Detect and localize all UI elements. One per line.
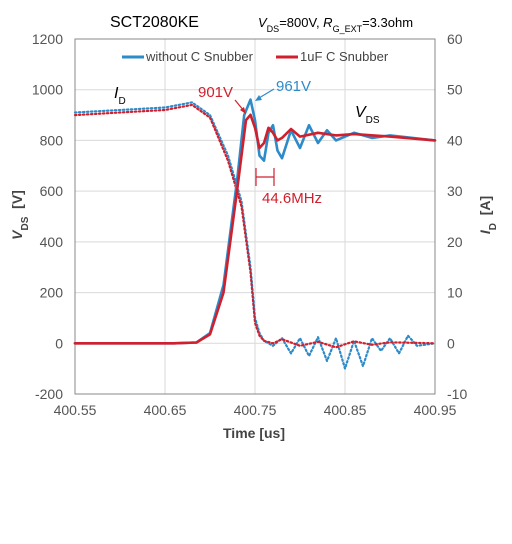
y-right-tick-label: 60 [447, 31, 463, 47]
ann-vds-sym: V [355, 104, 367, 121]
y-left-tick-label: 0 [55, 335, 63, 351]
cond-vds-sym: V [258, 15, 268, 30]
x-tick-labels: 400.55 400.65 400.75 400.85 400.95 [54, 402, 457, 418]
x-tick-label: 400.55 [54, 402, 97, 418]
legend-label-snubber: 1uF C Snubber [300, 49, 389, 64]
yl-sub: DS [20, 216, 31, 230]
ann-id-sub: D [118, 96, 125, 107]
period-marker [255, 168, 275, 186]
legend: without C Snubber 1uF C Snubber [122, 49, 389, 64]
series-line-id-without-snubber [73, 101, 437, 370]
y-right-axis-label: ID [A] [477, 196, 499, 234]
plot-frame [74, 38, 436, 395]
annotation-frequency: 44.6MHz [262, 190, 322, 207]
annotation-peak-blue: 961V [276, 78, 311, 95]
cond-vds-val: =800V, [279, 15, 323, 30]
y-left-tick-label: -200 [35, 386, 63, 402]
ann-id-sym: I [114, 85, 119, 102]
y-left-axis-label: VDS [V] [9, 190, 31, 240]
peak-blue-arrowhead [255, 95, 262, 101]
series-group [73, 98, 437, 370]
y-right-tick-label: 20 [447, 234, 463, 250]
y-left-tick-label: 400 [40, 234, 64, 250]
annotation-id-label: ID [114, 85, 126, 107]
cond-rg-sym: R [323, 15, 332, 30]
x-axis-label: Time [us] [223, 425, 285, 441]
yr-sub: D [488, 223, 499, 230]
cond-rg-sub: G_EXT [333, 24, 363, 34]
ann-vds-sub: DS [366, 115, 380, 126]
annotation-peak-red: 901V [198, 84, 233, 101]
x-tick-label: 400.75 [234, 402, 277, 418]
y-left-tick-label: 1200 [32, 31, 63, 47]
peak-blue-arrow [258, 88, 275, 99]
y-right-tick-labels: -10 0 10 20 30 40 50 60 [447, 31, 467, 402]
y-right-tick-label: 40 [447, 132, 463, 148]
y-left-tick-label: 600 [40, 183, 64, 199]
y-left-tick-label: 200 [40, 285, 64, 301]
y-left-tick-label: 800 [40, 132, 64, 148]
x-tick-label: 400.95 [414, 402, 457, 418]
y-left-tick-labels: -200 0 200 400 600 800 1000 1200 [32, 31, 63, 402]
y-right-tick-label: -10 [447, 386, 467, 402]
yl-unit: [V] [9, 190, 25, 216]
y-left-tick-label: 1000 [32, 82, 63, 98]
y-right-tick-label: 10 [447, 285, 463, 301]
y-right-tick-label: 30 [447, 183, 463, 199]
series-line-id-with-snubber [73, 103, 437, 349]
cond-vds-sub: DS [267, 24, 280, 34]
legend-label-without: without C Snubber [145, 49, 254, 64]
yr-sym: I [477, 229, 493, 234]
cond-rg-val: =3.3ohm [362, 15, 413, 30]
annotation-vds-label: VDS [355, 104, 380, 126]
y-right-tick-label: 0 [447, 335, 455, 351]
yr-unit: [A] [477, 196, 493, 223]
y-right-tick-label: 50 [447, 82, 463, 98]
conditions-text: VDS=800V, RG_EXT=3.3ohm [258, 15, 413, 34]
yl-sym: V [9, 229, 25, 240]
chart-title: SCT2080KE [110, 14, 199, 31]
grid [74, 38, 436, 395]
peak-red-arrowhead [240, 107, 246, 114]
x-tick-label: 400.85 [324, 402, 367, 418]
x-tick-label: 400.65 [144, 402, 187, 418]
series-line-vds-with-snubber [73, 113, 437, 345]
